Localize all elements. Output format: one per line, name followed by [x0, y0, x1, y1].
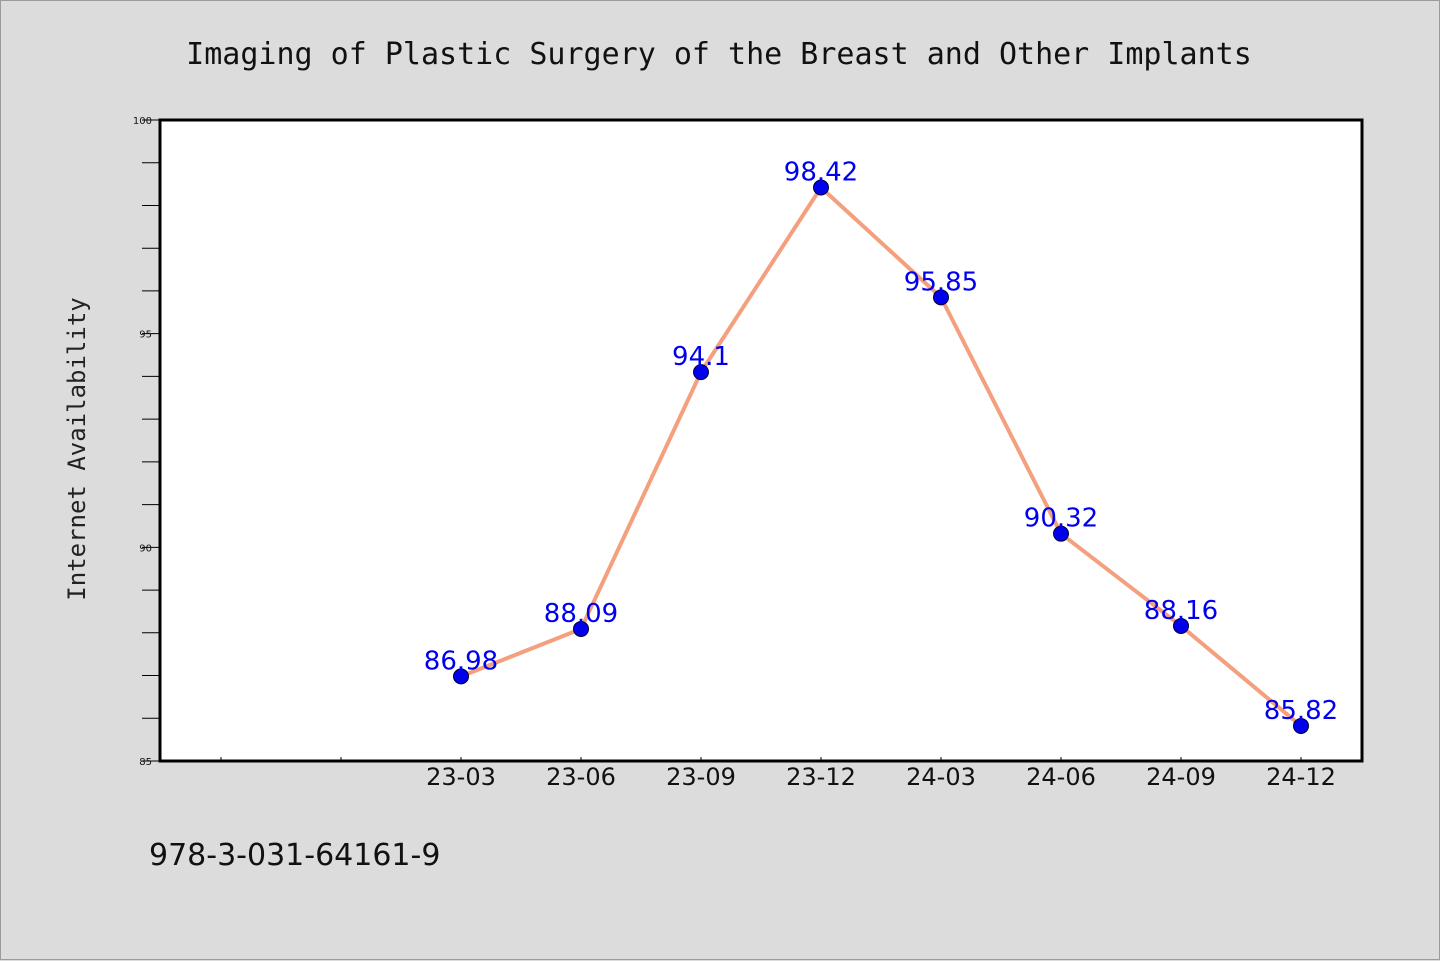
data-label: 95.85: [904, 267, 978, 297]
y-tick-label: 90: [139, 543, 152, 554]
data-point: [573, 620, 589, 637]
x-tick-label: 24-03: [906, 763, 976, 791]
data-label: 98.42: [784, 158, 858, 188]
x-tick-label: 23-09: [666, 763, 736, 791]
y-tick-label: 100: [133, 116, 152, 127]
data-label: 90.32: [1024, 504, 1098, 534]
data-point: [933, 289, 949, 306]
isbn-footer: 978-3-031-64161-9: [149, 838, 440, 873]
data-label: 94.1: [672, 342, 730, 372]
data-label: 88.09: [544, 599, 618, 629]
data-label: 88.16: [1144, 596, 1218, 626]
data-point: [693, 364, 709, 381]
data-point: [813, 179, 829, 196]
data-marks: 86.98 88.09 94.1 98.42 95.85 90.32 88.16 85.82: [424, 158, 1338, 734]
x-tick-label: 23-06: [546, 763, 616, 791]
y-tick-label: 85: [139, 757, 152, 768]
x-tick-label: 24-12: [1266, 763, 1336, 791]
x-tick-label: 24-09: [1146, 763, 1216, 791]
data-point: [1173, 617, 1189, 634]
data-point: [1053, 525, 1069, 542]
x-tick-label: 23-03: [426, 763, 496, 791]
axes: 85 90 95 100 23-03 23-06 23-09 23-12 24-03 24-06 2…: [133, 116, 1336, 791]
plot-area: [158, 118, 1364, 763]
chart-title: Imaging of Plastic Surgery of the Breast…: [186, 37, 1252, 72]
x-tick-label: 23-12: [786, 763, 856, 791]
data-label: 85.82: [1264, 696, 1338, 726]
series-line: [460, 185, 1303, 728]
data-point: [1293, 717, 1309, 734]
data-label: 86.98: [424, 646, 498, 676]
y-tick-label: 95: [139, 330, 152, 341]
y-axis-label: Internet Availability: [63, 297, 91, 600]
x-tick-label: 24-06: [1026, 763, 1096, 791]
data-point: [453, 668, 469, 685]
